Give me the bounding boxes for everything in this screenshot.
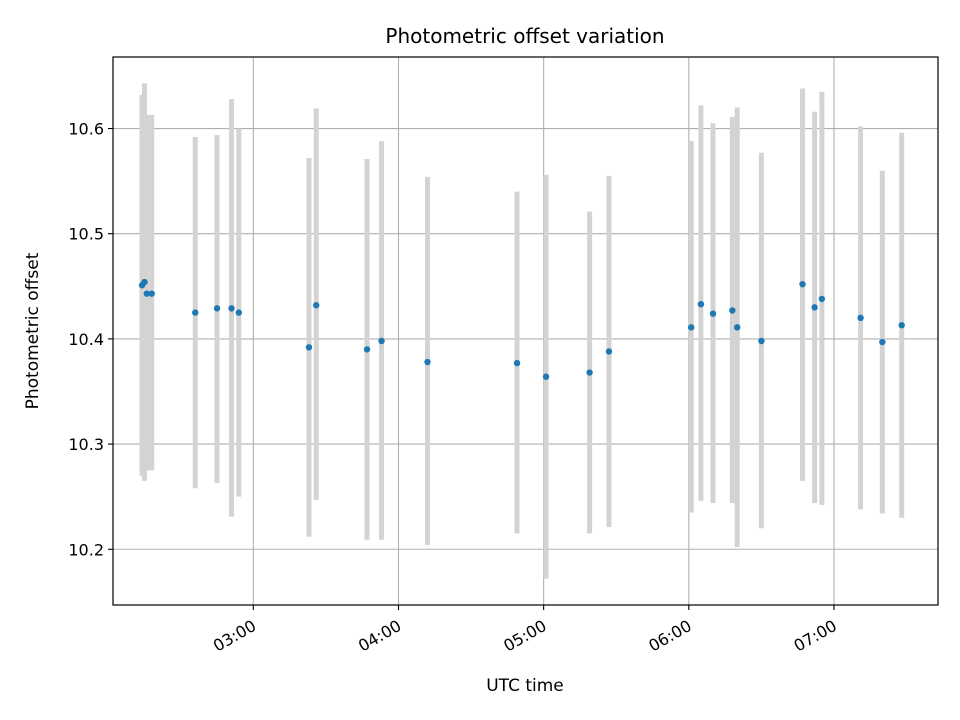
data-point	[235, 309, 243, 316]
data-point	[818, 295, 826, 303]
data-point	[709, 310, 717, 317]
x-axis-title: UTC time	[486, 676, 564, 696]
data-point	[141, 278, 148, 286]
data-point	[424, 358, 431, 366]
data-point	[729, 307, 736, 314]
data-point	[898, 322, 905, 329]
data-point	[605, 348, 613, 355]
data-point	[192, 309, 199, 316]
data-point	[378, 337, 385, 345]
plot-frame	[112, 56, 939, 606]
y-tick-label: 10.2	[68, 540, 104, 559]
data-point	[148, 290, 155, 297]
data-point	[513, 359, 521, 367]
data-point	[542, 373, 550, 380]
data-point	[213, 305, 221, 312]
y-tick-label: 10.4	[68, 330, 104, 349]
y-axis-title: Photometric offset	[23, 252, 43, 409]
chart-title: Photometric offset variation	[385, 24, 664, 48]
y-tick-label: 10.6	[68, 120, 104, 139]
data-point	[857, 314, 864, 322]
data-point	[879, 338, 886, 346]
y-tick-label: 10.5	[68, 225, 104, 244]
data-points	[138, 278, 905, 380]
data-point	[811, 304, 818, 311]
data-point	[688, 324, 695, 331]
data-point	[758, 337, 765, 345]
data-point	[733, 324, 741, 331]
data-point	[363, 346, 371, 353]
data-point	[697, 300, 705, 308]
data-point	[305, 344, 313, 351]
y-tick-label: 10.3	[68, 435, 104, 454]
data-point	[799, 280, 806, 288]
data-point	[228, 305, 235, 312]
data-point	[313, 302, 320, 309]
data-point	[143, 290, 151, 297]
data-point	[586, 369, 593, 376]
